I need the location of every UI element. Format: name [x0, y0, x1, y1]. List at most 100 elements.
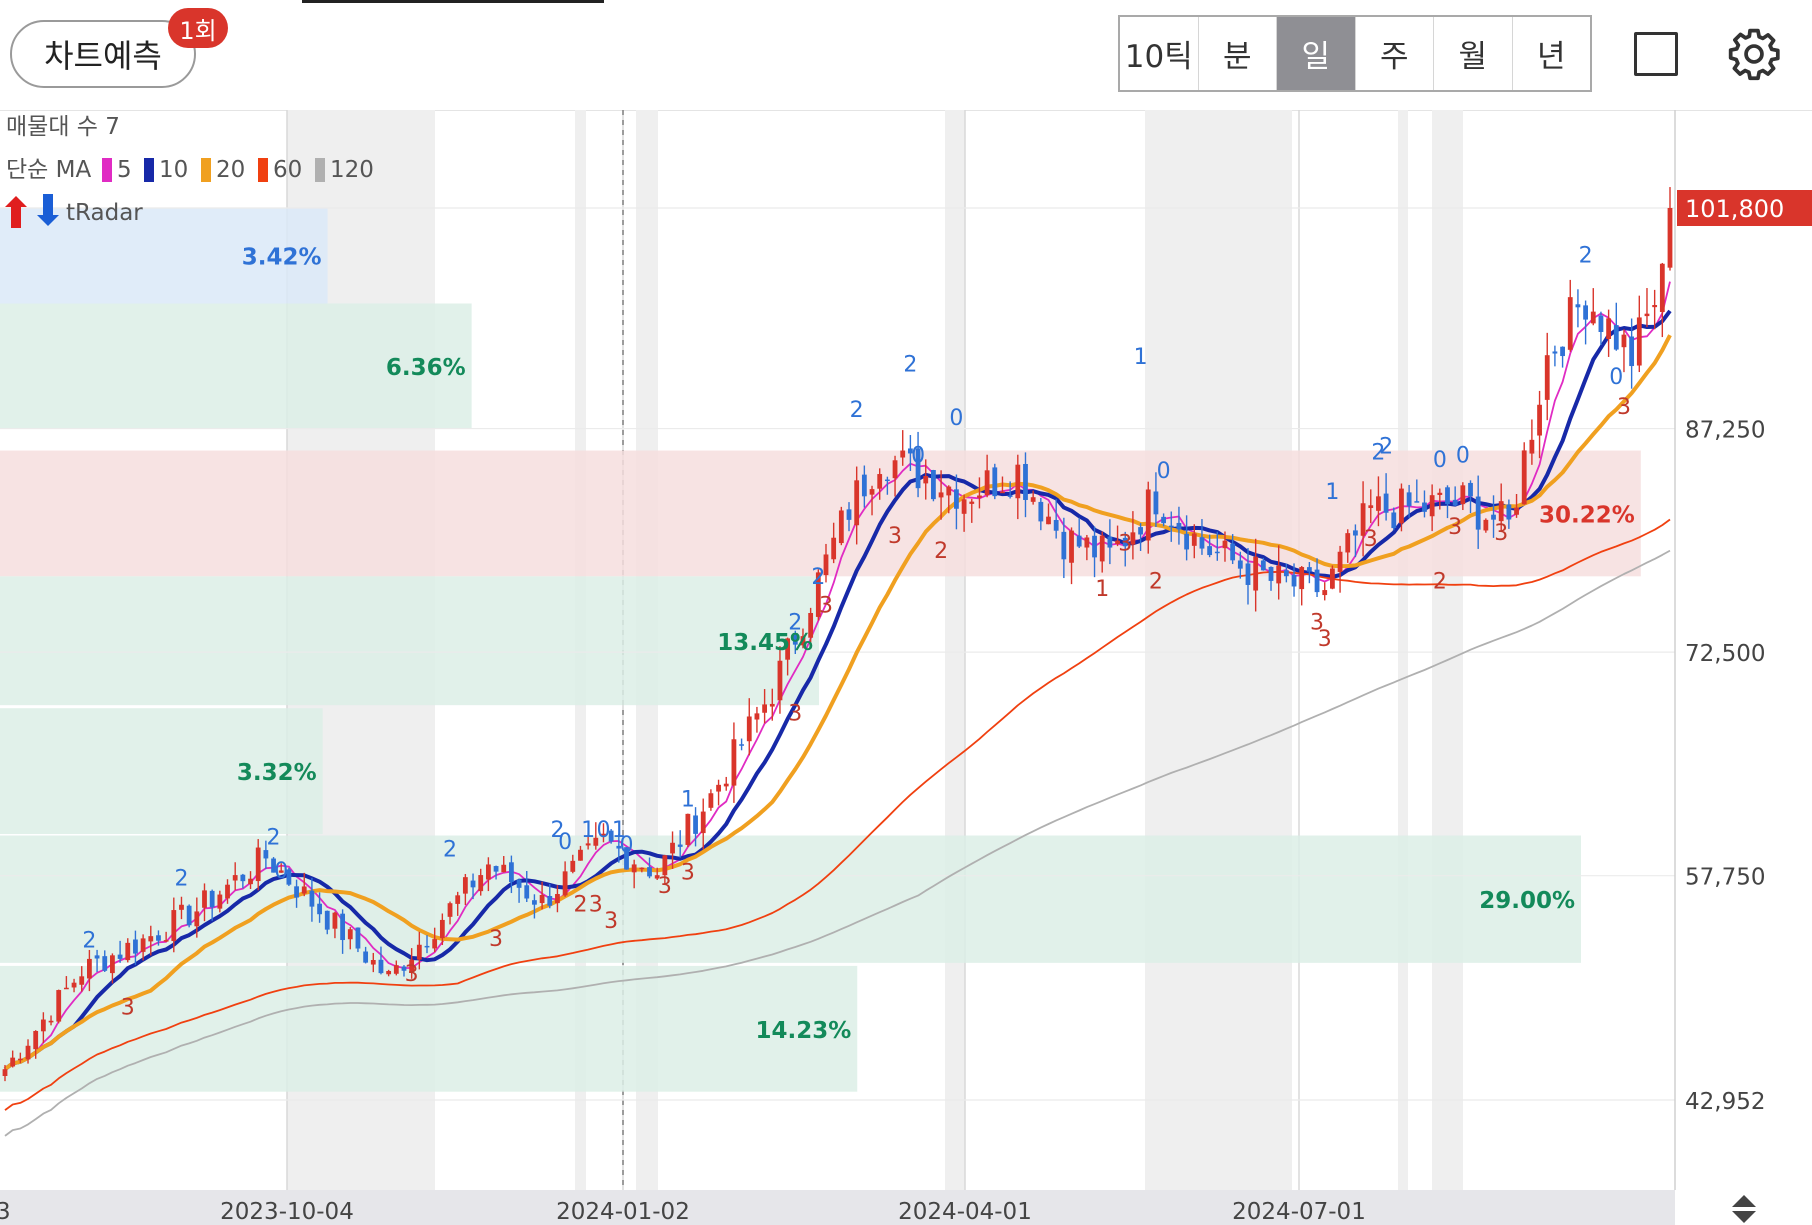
candle — [248, 871, 253, 890]
candle — [478, 868, 484, 896]
tab-year[interactable]: 년 — [1536, 39, 1566, 75]
last-price-label: 101,800 — [1685, 195, 1784, 223]
candle — [969, 498, 975, 523]
candle — [846, 502, 852, 532]
candle — [539, 881, 545, 910]
candle — [33, 1030, 39, 1059]
signal-label: 0 — [1157, 459, 1171, 484]
signal-label: 0 — [911, 444, 925, 469]
candle — [1030, 490, 1036, 505]
candle — [1606, 309, 1612, 357]
candle — [271, 857, 276, 873]
candle — [501, 856, 507, 873]
candle — [416, 931, 422, 970]
candle — [1138, 523, 1143, 552]
candle — [355, 927, 361, 953]
candle — [94, 949, 100, 973]
tab-month[interactable]: 월 — [1434, 17, 1513, 90]
candle — [87, 949, 92, 992]
candle — [731, 722, 737, 803]
candle — [409, 948, 415, 979]
signal-label: 0 — [274, 859, 288, 884]
resize-arrows-icon[interactable] — [1732, 1195, 1756, 1223]
tab-10tick[interactable]: 10틱 — [1120, 17, 1199, 90]
signal-label: 3 — [1118, 532, 1132, 557]
candle — [1613, 302, 1619, 351]
ma-type-label: 단순 MA — [6, 157, 91, 183]
signal-label: 0 — [619, 833, 633, 858]
candle — [585, 833, 591, 850]
candle — [1667, 187, 1673, 271]
candle — [263, 840, 269, 870]
candle — [179, 896, 184, 920]
candle — [1191, 524, 1197, 559]
candle — [1452, 486, 1458, 507]
ma-120-line — [4, 549, 1671, 1137]
signal-label: 3 — [604, 909, 618, 934]
candle — [202, 883, 207, 922]
chart-predict-button[interactable]: 차트예측 — [10, 20, 196, 88]
arrow-up-icon — [5, 196, 27, 228]
signal-label: 0 — [1609, 365, 1623, 390]
signal-label: 1 — [681, 788, 695, 813]
tab-week[interactable]: 주 — [1356, 17, 1434, 90]
signal-label: 2 — [934, 539, 948, 564]
candle — [1000, 476, 1005, 494]
candle — [654, 867, 660, 881]
candle — [693, 807, 698, 847]
candle — [1544, 332, 1550, 421]
square-icon[interactable] — [1634, 32, 1678, 76]
signal-label: 1 — [612, 818, 626, 843]
candle — [1107, 519, 1113, 565]
ma-20-line — [3, 334, 1672, 1071]
candle — [631, 859, 637, 889]
candle — [1069, 527, 1074, 585]
signal-label: 0 — [1456, 444, 1470, 469]
candle — [624, 847, 629, 870]
candle — [1498, 483, 1504, 532]
candle — [700, 798, 706, 850]
candle — [232, 862, 238, 891]
candle — [723, 776, 729, 791]
candle — [1283, 563, 1289, 583]
signal-label: 1 — [1325, 480, 1339, 505]
candle — [1521, 442, 1527, 505]
signal-label: 2 — [443, 838, 457, 863]
candle — [1260, 557, 1266, 571]
top-toolbar: 차트예측 1회 10틱 분 일 주 월 년 — [0, 0, 1812, 111]
volume-zone-pct: 3.42% — [242, 245, 322, 271]
scroll-indicator — [302, 0, 604, 3]
candle — [156, 930, 161, 946]
candle — [393, 960, 399, 976]
candle — [524, 870, 530, 903]
candle — [601, 823, 606, 843]
candle — [1199, 519, 1205, 555]
gear-icon[interactable] — [1726, 26, 1782, 82]
candle — [608, 829, 614, 844]
candle — [1306, 562, 1312, 584]
candle — [1406, 484, 1412, 518]
signal-label: 3 — [888, 524, 902, 549]
candle — [1567, 279, 1573, 352]
ma-60-swatch — [258, 158, 268, 182]
candle — [17, 1052, 23, 1064]
candle — [1445, 485, 1450, 519]
candle — [1399, 483, 1404, 532]
candle — [1222, 531, 1228, 562]
tab-day[interactable]: 일 — [1277, 17, 1356, 90]
candle — [1652, 289, 1658, 330]
candle — [102, 950, 108, 973]
candle — [1230, 534, 1236, 565]
ma-120-label: 120 — [330, 157, 374, 183]
signal-label: 3 — [1364, 527, 1378, 552]
tradar-legend: tRadar — [5, 194, 143, 228]
candle — [1145, 481, 1151, 554]
tab-minute[interactable]: 분 — [1199, 17, 1277, 90]
candle — [570, 854, 576, 874]
ma-20-swatch — [201, 158, 211, 182]
candle — [1644, 288, 1650, 328]
volume-zone-pct: 6.36% — [386, 355, 466, 381]
candle — [1276, 545, 1282, 600]
candle — [347, 927, 353, 950]
